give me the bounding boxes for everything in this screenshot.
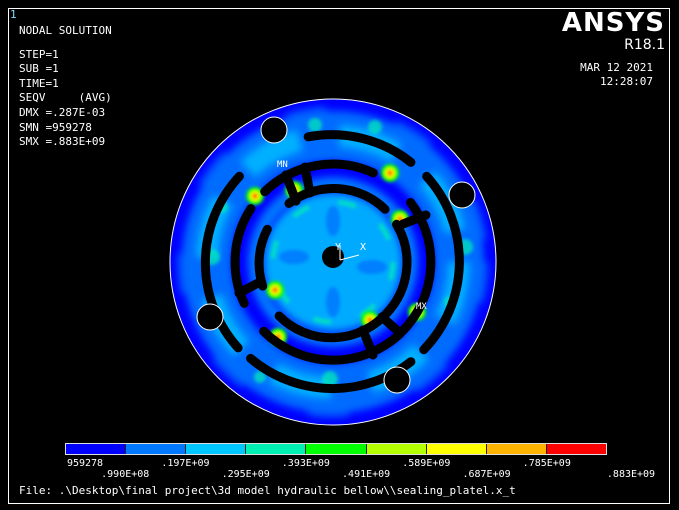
legend-label-top-1: .295E+09 <box>221 469 270 480</box>
bolt-holes <box>196 116 476 394</box>
legend-swatch-1 <box>126 444 187 454</box>
axis-x-label: X <box>360 242 366 253</box>
legend-label-bottom-4: .785E+09 <box>522 458 571 469</box>
legend-swatch-3 <box>246 444 307 454</box>
date-label: MAR 12 2021 <box>580 61 653 74</box>
brand-version: R18.1 <box>624 37 665 53</box>
legend-label-top-2: .491E+09 <box>342 469 391 480</box>
legend-label-top-4: .883E+09 <box>606 469 656 480</box>
legend-swatch-0 <box>66 444 127 454</box>
legend-swatch-2 <box>186 444 247 454</box>
step-label: STEP=1 <box>19 47 59 61</box>
file-path-label: File: .\Desktop\final project\3d model h… <box>19 484 516 497</box>
graphics-window-frame <box>8 8 670 504</box>
legend-label-bottom-2: .393E+09 <box>281 458 330 469</box>
time-label: 12:28:07 <box>600 75 653 88</box>
result-info-block: NODAL SOLUTION STEP=1 SUB =1 TIME=1 SEQV… <box>19 24 112 150</box>
timestamp: MAR 12 2021 12:28:07 <box>580 61 653 89</box>
legend-swatch-8 <box>546 444 606 454</box>
result-type-label: SEQV (AVG) <box>19 91 112 105</box>
brand-name: ANSYS <box>561 8 665 38</box>
dmx-label: DMX =.287E-03 <box>19 105 106 119</box>
legend-label-top-3: .687E+09 <box>462 469 511 480</box>
max-marker-label: MX <box>416 302 427 312</box>
stress-contour-plot[interactable]: Y X MN MX <box>160 97 506 427</box>
center-bore <box>322 246 344 268</box>
legend-swatch-7 <box>486 444 547 454</box>
legend-label-top-0: .990E+08 <box>101 469 150 480</box>
legend-swatch-6 <box>426 444 487 454</box>
coordinate-triad: Y X <box>335 242 366 261</box>
color-legend-bar <box>65 443 607 455</box>
substep-label: SUB =1 <box>19 62 59 76</box>
window-number: 1 <box>10 8 17 21</box>
legend-swatch-5 <box>366 444 427 454</box>
smx-label: SMX =.883E+09 <box>19 135 106 149</box>
legend-label-bottom-1: .197E+09 <box>161 458 210 469</box>
legend-swatch-4 <box>306 444 367 454</box>
axis-y-label: Y <box>335 242 341 253</box>
legend-label-bottom-0: 959278 <box>66 458 104 469</box>
smn-label: SMN =959278 <box>19 120 92 134</box>
time-label: TIME=1 <box>19 76 59 90</box>
min-marker-label: MN <box>277 160 288 170</box>
solution-title: NODAL SOLUTION <box>19 24 112 37</box>
ansys-logo: ANSYS R18.1 <box>562 9 665 53</box>
legend-label-bottom-3: .589E+09 <box>402 458 451 469</box>
